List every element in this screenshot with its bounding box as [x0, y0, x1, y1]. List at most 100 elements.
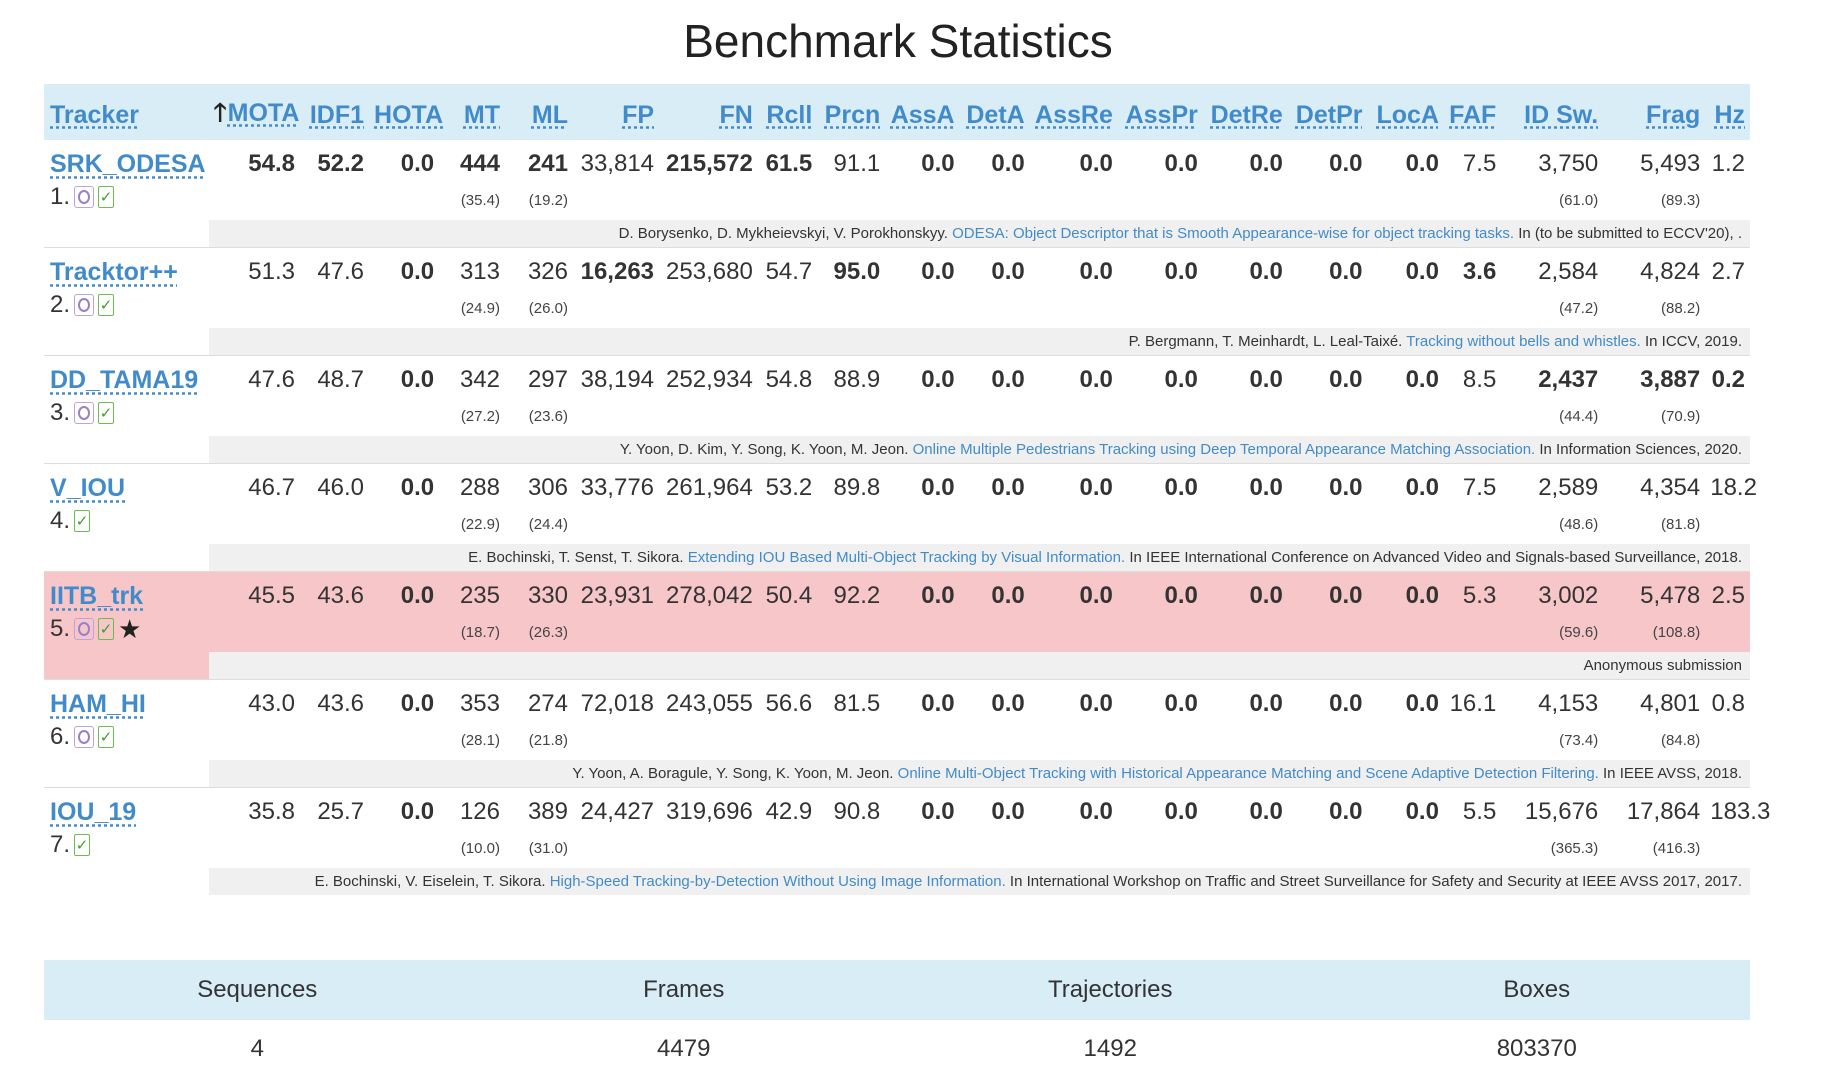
- cell-fp-value: 38,194: [580, 366, 655, 393]
- tracker-cell: DD_TAMA19 3. ✓: [44, 355, 209, 464]
- col-frag[interactable]: Frag: [1603, 84, 1706, 140]
- cell-fn: 278,042: [659, 571, 758, 652]
- cell-assa: 0.0: [885, 679, 960, 760]
- col-fp[interactable]: FP: [572, 84, 660, 140]
- col-rcll[interactable]: Rcll: [757, 84, 818, 140]
- cell-loca-value: 0.0: [1405, 690, 1439, 717]
- cell-assa: 0.0: [885, 247, 960, 328]
- col-mt[interactable]: MT: [439, 84, 505, 140]
- cell-detre: 0.0: [1202, 247, 1288, 328]
- cell-prcn: 92.2: [817, 571, 886, 652]
- reference-title-link[interactable]: ODESA: Object Descriptor that is Smooth …: [952, 225, 1515, 242]
- cell-frag-value: 5,493: [1640, 150, 1701, 177]
- cell-idf1: 43.6: [299, 679, 370, 760]
- cell-assre-value: 0.0: [1079, 798, 1113, 825]
- col-asspr[interactable]: AssPr: [1117, 84, 1203, 140]
- cell-frag-value: 17,864: [1626, 798, 1701, 825]
- cell-mota-value: 54.8: [248, 150, 295, 177]
- cell-frag-percent: (108.8): [1652, 624, 1701, 641]
- cell-idsw-value: 3,002: [1538, 582, 1599, 609]
- reference-venue: In Information Sciences, 2020.: [1539, 441, 1742, 458]
- cell-deta: 0.0: [959, 463, 1030, 544]
- tracker-name-link[interactable]: IOU_19: [50, 798, 137, 826]
- tracker-name-link[interactable]: DD_TAMA19: [50, 366, 199, 394]
- col-faf[interactable]: FAF: [1443, 84, 1502, 140]
- tracker-name-link[interactable]: V_IOU: [50, 474, 126, 502]
- cell-fn-value: 319,696: [666, 798, 753, 825]
- reference-title-link[interactable]: Online Multiple Pedestrians Tracking usi…: [912, 441, 1536, 458]
- cell-hota: 0.0: [369, 679, 440, 760]
- col-hota[interactable]: HOTA: [369, 84, 443, 140]
- reference-venue: In (to be submitted to ECCV'20), .: [1518, 225, 1742, 242]
- check-icon: ✓: [98, 618, 115, 640]
- cell-assre: 0.0: [1029, 571, 1118, 652]
- cell-detre-value: 0.0: [1249, 258, 1283, 285]
- cell-detre-value: 0.0: [1249, 582, 1283, 609]
- cell-rcll: 56.6: [757, 679, 818, 760]
- cell-rcll-value: 56.6: [765, 690, 813, 717]
- col-loca[interactable]: LocA: [1367, 84, 1444, 140]
- cell-fn: 319,696: [659, 787, 758, 868]
- reference-venue: Anonymous submission: [1583, 657, 1742, 674]
- cell-deta: 0.0: [959, 247, 1030, 328]
- rank-number: 4.: [50, 507, 71, 534]
- col-assa[interactable]: AssA: [885, 84, 960, 140]
- tracker-name-link[interactable]: Tracktor++: [50, 258, 178, 286]
- cell-prcn-value: 88.9: [833, 366, 881, 393]
- cell-mt: 313 (24.9): [439, 247, 505, 328]
- cell-idsw-value: 4,153: [1538, 690, 1599, 717]
- cell-assa: 0.0: [885, 571, 960, 652]
- reference-title-link[interactable]: Tracking without bells and whistles.: [1406, 333, 1641, 350]
- col-assre[interactable]: AssRe: [1029, 84, 1118, 140]
- reference-authors: E. Bochinski, V. Eiselein, T. Sikora.: [314, 873, 546, 890]
- cell-hz: 2.5: [1705, 571, 1750, 652]
- reference-authors: Y. Yoon, A. Boragule, Y. Song, K. Yoon, …: [572, 765, 894, 782]
- cell-idsw-percent: (44.4): [1559, 408, 1599, 425]
- cell-ml: 389 (31.0): [505, 787, 573, 868]
- cell-detre-value: 0.0: [1249, 366, 1283, 393]
- col-deta[interactable]: DetA: [959, 84, 1030, 140]
- cell-detre-value: 0.0: [1249, 474, 1283, 501]
- cell-asspr: 0.0: [1117, 463, 1203, 544]
- cell-deta-value: 0.0: [991, 258, 1025, 285]
- col-idf1[interactable]: IDF1: [299, 84, 370, 140]
- cell-fp-value: 16,263: [580, 258, 655, 285]
- col-tracker[interactable]: Tracker: [44, 84, 209, 140]
- cell-mt: 235 (18.7): [439, 571, 505, 652]
- cell-idf1: 52.2: [300, 140, 369, 220]
- col-idsw[interactable]: ID Sw.: [1501, 84, 1604, 140]
- cell-rcll: 53.2: [757, 463, 818, 544]
- cell-mt: 342 (27.2): [439, 355, 505, 436]
- cell-prcn-value: 89.8: [833, 474, 881, 501]
- cell-detpr: 0.0: [1287, 679, 1368, 760]
- reference-venue: In IEEE AVSS, 2018.: [1603, 765, 1742, 782]
- tracker-name-link[interactable]: IITB_trk: [50, 582, 144, 610]
- tracker-name-link[interactable]: HAM_HI: [50, 690, 146, 718]
- cell-fp-value: 33,776: [580, 474, 655, 501]
- tracker-name-link[interactable]: SRK_ODESA: [50, 150, 206, 178]
- cell-hota-value: 0.0: [400, 582, 435, 609]
- tracker-cell: Tracktor++ 2. ✓: [44, 247, 209, 356]
- cell-idf1-value: 43.6: [317, 690, 365, 717]
- stats-value-sequences: 4: [250, 1035, 264, 1062]
- col-prcn[interactable]: Prcn: [817, 84, 886, 140]
- cell-idsw-percent: (59.6): [1559, 624, 1599, 641]
- reference-title-link[interactable]: Extending IOU Based Multi-Object Trackin…: [687, 549, 1126, 566]
- cell-fn-value: 243,055: [666, 690, 753, 717]
- cell-mota: 45.5: [208, 571, 300, 652]
- col-fn[interactable]: FN: [659, 84, 758, 140]
- cell-ml: 326 (26.0): [505, 247, 573, 328]
- col-ml[interactable]: ML: [505, 84, 573, 140]
- rank-line: 2. ✓: [50, 291, 204, 319]
- col-hz[interactable]: Hz: [1705, 84, 1750, 140]
- cell-idf1-value: 47.6: [317, 258, 365, 285]
- reference-title-link[interactable]: Online Multi-Object Tracking with Histor…: [897, 765, 1599, 782]
- cell-mt: 444 (35.4): [439, 140, 505, 220]
- col-mota[interactable]: 🡑MOTA: [208, 84, 300, 140]
- online-circle-icon: [74, 618, 95, 640]
- reference-title-link[interactable]: High-Speed Tracking-by-Detection Without…: [549, 873, 1006, 890]
- col-detre[interactable]: DetRe: [1202, 84, 1288, 140]
- cell-fp-value: 72,018: [580, 690, 655, 717]
- cell-fn-value: 215,572: [666, 150, 753, 177]
- col-detpr[interactable]: DetPr: [1287, 84, 1368, 140]
